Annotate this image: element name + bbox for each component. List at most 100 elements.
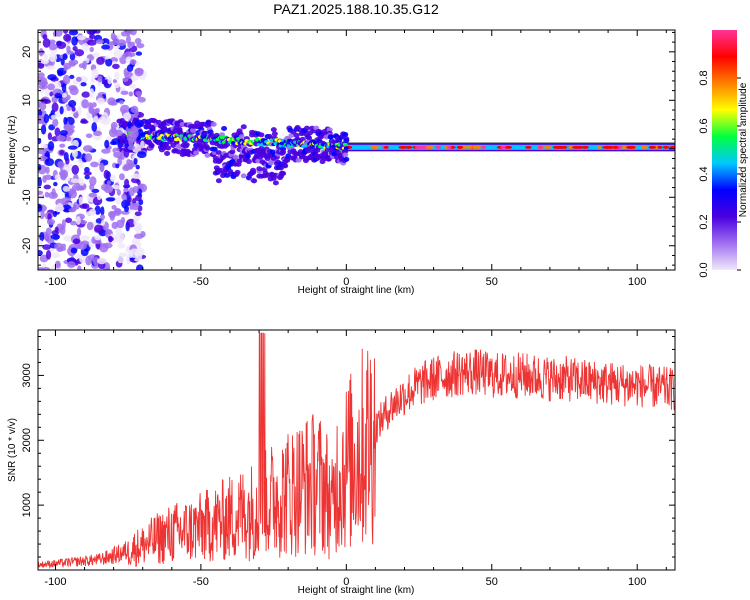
spectrogram-cell	[52, 118, 59, 127]
spectrogram-cell	[129, 205, 135, 210]
tone-peak	[657, 145, 663, 149]
spectrogram-cell	[244, 153, 251, 159]
spectrogram-cell	[113, 48, 123, 59]
spectrogram-cell	[54, 93, 63, 99]
spectrogram-cell	[81, 203, 90, 210]
spectrogram-cell	[62, 53, 68, 61]
spectrogram-cell	[88, 192, 98, 198]
spectrogram-cell	[68, 100, 77, 108]
tone-peak	[543, 145, 553, 149]
spectrogram-cell	[123, 112, 132, 121]
tone-peak	[561, 145, 568, 149]
spectrogram-cell	[111, 205, 117, 210]
spectrogram-cell	[79, 255, 88, 264]
spectrogram-cell	[67, 145, 78, 150]
spectrogram-cell	[88, 208, 97, 216]
spectrogram-cell	[91, 111, 96, 117]
spectrogram-cell	[56, 246, 63, 253]
spectrogram-cell	[53, 181, 58, 187]
spectrogram-cell	[84, 174, 90, 180]
spectrogram-cell	[164, 150, 171, 156]
spectrogram-cell	[104, 55, 110, 60]
spectrogram-cell	[189, 127, 196, 133]
spectrogram-cell	[43, 113, 50, 124]
spectrogram-cell	[47, 141, 55, 151]
spectrogram-cell	[136, 151, 147, 159]
spectrogram-cell	[89, 176, 97, 186]
spectrogram-cell	[38, 239, 43, 249]
tone-peak	[525, 145, 532, 149]
spectrogram-cell	[342, 132, 349, 138]
tone-peak	[383, 145, 389, 149]
tone-peak	[414, 145, 422, 149]
spectrogram-cell	[76, 227, 82, 237]
tone-peak	[597, 145, 602, 149]
spectrogram-cell	[108, 127, 118, 138]
spectrogram-cell	[119, 173, 125, 181]
spectrogram-cell	[215, 178, 222, 184]
chart-title: PAZ1.2025.188.10.35.G12	[273, 1, 439, 17]
spectrogram-cell	[135, 164, 140, 170]
spectrogram-cell	[100, 219, 106, 226]
spectrogram-cell	[61, 219, 66, 229]
spectrogram-cell	[221, 126, 228, 132]
spectrogram-cell	[63, 65, 69, 72]
spectrogram-cell	[271, 131, 278, 137]
spectrogram-cell	[137, 205, 143, 212]
spectrogram-cell	[204, 145, 211, 151]
spectrogram-cell	[122, 77, 129, 82]
spectrogram-cell	[62, 105, 67, 113]
spectrogram-cell	[148, 143, 155, 149]
spectrogram-cell	[47, 132, 53, 141]
spectrogram-cell	[342, 148, 349, 154]
snr-ytick-label: 3000	[21, 363, 33, 387]
spectrogram-cell	[38, 190, 44, 195]
spectrogram-cell	[38, 72, 45, 79]
spectrogram-cell	[43, 53, 48, 61]
spectrogram-cell	[121, 193, 127, 201]
spectrogram-cell	[131, 173, 142, 179]
spectrogram-cell	[131, 128, 139, 139]
spectrogram-cell	[131, 143, 142, 154]
spectrogram-cell	[59, 143, 66, 148]
spectrogram-cell	[68, 207, 76, 213]
colorbar: 0.0 0.2 0.4 0.6 0.8 Normalized spectral ampl…	[698, 30, 749, 278]
spectrogram-cell	[183, 142, 190, 148]
spectrogram-cell	[127, 196, 132, 203]
snr-xtick-label: 100	[628, 576, 646, 588]
spectrogram-cell	[85, 133, 93, 139]
spectrogram-cell	[129, 83, 137, 89]
spectrogram-cell	[125, 35, 131, 44]
spectrogram-cell	[50, 233, 61, 240]
tone-peak	[669, 145, 675, 149]
spectrogram-cell	[101, 44, 110, 50]
spectrogram-cell	[71, 148, 78, 158]
spectrogram-cell	[69, 86, 79, 96]
tone-peak	[467, 145, 473, 149]
spectrogram-cell	[97, 194, 102, 201]
spectrogram-cell	[114, 71, 120, 81]
spectrogram-cell	[132, 203, 139, 211]
spectrogram-cell	[63, 163, 74, 171]
colorbar-tick-label: 0.6	[698, 118, 710, 133]
spectrogram-cell	[138, 199, 144, 206]
spectrogram-cell	[71, 164, 80, 175]
spectrogram-cell	[77, 105, 82, 116]
spectrogram-cell	[41, 267, 51, 270]
spectrogram-cell	[50, 114, 57, 120]
spectrogram-cell	[124, 178, 130, 188]
spectrogram-cell	[71, 184, 77, 195]
spectrogram-frame	[37, 29, 676, 271]
spectrogram-cell	[95, 107, 100, 114]
spectrogram-cell	[79, 220, 88, 225]
spectrogram-cell	[47, 213, 52, 221]
spectrogram-cell	[72, 238, 81, 245]
spectrogram-cell	[51, 252, 61, 259]
spectrogram-cell	[109, 174, 116, 182]
spectrogram-cell	[120, 31, 129, 37]
tone-peak	[447, 145, 452, 149]
tone-peak	[662, 145, 670, 149]
tone-peak	[648, 145, 657, 149]
spectrogram-cell	[240, 124, 247, 130]
